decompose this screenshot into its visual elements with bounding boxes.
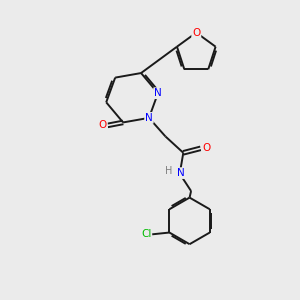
Text: O: O <box>99 120 107 130</box>
Text: N: N <box>154 88 162 98</box>
Text: H: H <box>165 166 172 176</box>
Text: Cl: Cl <box>141 229 151 239</box>
Text: O: O <box>202 143 210 153</box>
Text: O: O <box>192 28 200 38</box>
Text: N: N <box>177 168 185 178</box>
Text: N: N <box>145 113 153 123</box>
